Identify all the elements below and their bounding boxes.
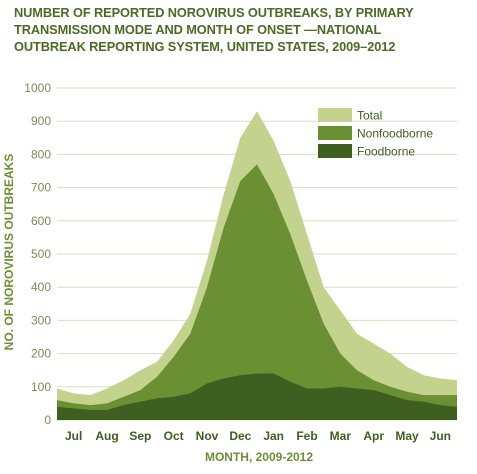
x-tick-label-aug: Aug [95, 429, 118, 443]
legend-label-nonfoodborne: Nonfoodborne [357, 127, 433, 141]
x-tick-label-jun: Jun [430, 429, 451, 443]
chart-title-line-1: NUMBER OF REPORTED NOROVIRUS OUTBREAKS, … [14, 5, 414, 20]
x-tick-label-jul: Jul [65, 429, 82, 443]
x-tick-label-sep: Sep [129, 429, 151, 443]
chart-title-line-3: OUTBREAK REPORTING SYSTEM, UNITED STATES… [14, 39, 396, 54]
legend-label-foodborne: Foodborne [357, 145, 415, 159]
x-tick-label-apr: Apr [363, 429, 384, 443]
x-tick-label-feb: Feb [296, 429, 317, 443]
legend: Total Nonfoodborne Foodborne [318, 108, 433, 159]
legend-swatch-total [318, 108, 352, 122]
legend-swatch-foodborne [318, 144, 352, 158]
y-tick-label-500: 500 [31, 247, 51, 261]
x-tick-label-nov: Nov [196, 429, 219, 443]
y-axis-label: NO. OF NOROVIRUS OUTBREAKS [2, 154, 16, 351]
y-tick-label-800: 800 [31, 147, 51, 161]
y-tick-label-100: 100 [31, 380, 51, 394]
y-tick-label-200: 200 [31, 347, 51, 361]
area-nonfoodborne [57, 164, 457, 420]
x-axis-label: MONTH, 2009-2012 [205, 450, 313, 464]
legend-swatch-nonfoodborne [318, 126, 352, 140]
y-axis-ticks: 0 100 200 300 400 500 600 700 800 900 1000 [24, 81, 51, 427]
x-tick-label-may: May [395, 429, 419, 443]
chart-title-line-2: TRANSMISSION MODE AND MONTH OF ONSET —NA… [14, 22, 382, 37]
chart-areas [57, 111, 457, 420]
chart-title: NUMBER OF REPORTED NOROVIRUS OUTBREAKS, … [14, 4, 455, 55]
legend-label-total: Total [357, 109, 382, 123]
area-foodborne [57, 373, 457, 420]
x-tick-label-mar: Mar [330, 429, 352, 443]
y-tick-label-400: 400 [31, 280, 51, 294]
y-tick-label-600: 600 [31, 214, 51, 228]
x-axis-ticks: Jul Aug Sep Oct Nov Dec Jan Feb Mar Apr May Jun [65, 429, 451, 443]
x-tick-label-oct: Oct [164, 429, 184, 443]
y-tick-label-300: 300 [31, 313, 51, 327]
x-tick-label-dec: Dec [229, 429, 251, 443]
y-tick-label-1000: 1000 [24, 81, 51, 95]
y-tick-label-0: 0 [44, 413, 51, 427]
y-tick-label-700: 700 [31, 181, 51, 195]
y-tick-label-900: 900 [31, 114, 51, 128]
x-tick-label-jan: Jan [263, 429, 284, 443]
